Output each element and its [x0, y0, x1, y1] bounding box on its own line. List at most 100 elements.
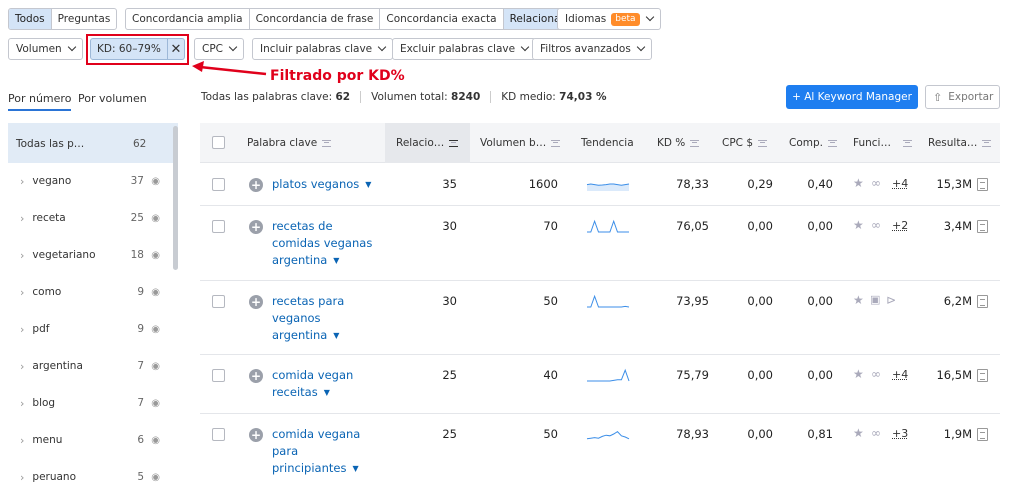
keyword-link[interactable]: comida vegan receitas ▼	[272, 367, 353, 401]
col-results[interactable]: Resulta…	[928, 123, 992, 163]
caret-down-icon[interactable]: ▼	[323, 388, 330, 397]
row-checkbox[interactable]	[212, 295, 225, 308]
sidebar-item[interactable]: › pdf 9 ◉	[8, 311, 176, 347]
star-icon: ★	[853, 176, 864, 190]
serp-document-icon[interactable]	[977, 369, 988, 382]
col-volume[interactable]: Volumen b…	[480, 123, 561, 163]
row-checkbox[interactable]	[212, 428, 225, 441]
tab-todos[interactable]: Todos	[9, 9, 52, 29]
sidebar-item[interactable]: › argentina 7 ◉	[8, 348, 176, 384]
more-features-link[interactable]: +2	[892, 219, 909, 232]
tab-por-numero[interactable]: Por número	[8, 92, 72, 111]
keyword-link[interactable]: recetas para veganos argentina ▼	[272, 293, 344, 344]
export-button[interactable]: ⇧ Exportar	[925, 85, 1000, 109]
plus-icon[interactable]: +	[249, 220, 263, 234]
eye-icon[interactable]: ◉	[151, 323, 160, 335]
more-features-link[interactable]: +3	[892, 427, 909, 440]
sidebar-item[interactable]: › vegano 37 ◉	[8, 163, 176, 199]
kd-filter[interactable]: KD: 60–79% ✕	[90, 38, 185, 60]
eye-icon[interactable]: ◉	[151, 175, 160, 187]
sidebar-scrollbar[interactable]	[173, 126, 178, 270]
eye-icon[interactable]: ◉	[151, 434, 160, 446]
keyword-link[interactable]: platos veganos ▼	[272, 176, 371, 193]
close-icon[interactable]: ✕	[170, 41, 182, 57]
keyword-manager-button[interactable]: + Al Keyword Manager	[786, 85, 918, 109]
kd-highlight-box	[86, 34, 189, 65]
eye-icon[interactable]: ◉	[151, 249, 160, 261]
sidebar-item[interactable]: › como 9 ◉	[8, 274, 176, 310]
tab-por-volumen[interactable]: Por volumen	[78, 92, 147, 105]
keyword-link[interactable]: comida vegana para principiantes ▼	[272, 426, 360, 477]
sidebar-item-count: 18	[130, 249, 144, 261]
sidebar-item[interactable]: › peruano 5 ◉	[8, 459, 176, 495]
sort-icon	[982, 139, 992, 147]
tab-concordancia-exacta[interactable]: Concordancia exacta	[380, 9, 504, 29]
excluir-filter[interactable]: Excluir palabras clave	[392, 38, 537, 60]
col-features[interactable]: Funci…	[853, 123, 912, 163]
col-kd[interactable]: KD %	[657, 123, 700, 163]
plus-icon[interactable]: +	[249, 428, 263, 442]
col-cpc-label: CPC $	[722, 137, 754, 149]
sidebar-item[interactable]: › menu 6 ◉	[8, 422, 176, 458]
filtros-avanzados[interactable]: Filtros avanzados	[532, 38, 652, 60]
chevron-right-icon: ›	[20, 433, 25, 447]
chevron-right-icon: ›	[20, 470, 25, 484]
cell-comp: 0,00	[807, 219, 833, 233]
keyword-line: receitas	[272, 385, 318, 399]
sidebar-item-count: 9	[137, 286, 144, 298]
tab-concordancia-frase[interactable]: Concordancia de frase	[250, 9, 381, 29]
plus-icon[interactable]: +	[249, 178, 263, 192]
eye-icon[interactable]: ◉	[151, 286, 160, 298]
select-all-checkbox[interactable]	[212, 136, 225, 149]
plus-icon[interactable]: +	[249, 295, 263, 309]
tab-preguntas[interactable]: Preguntas	[57, 13, 111, 25]
sidebar-item[interactable]: › receta 25 ◉	[8, 200, 176, 236]
row-checkbox[interactable]	[212, 178, 225, 191]
trend-sparkline	[586, 430, 630, 440]
volumen-filter[interactable]: Volumen	[8, 38, 83, 60]
serp-document-icon[interactable]	[977, 178, 988, 191]
eye-icon[interactable]: ◉	[151, 360, 160, 372]
cell-comp: 0,81	[807, 427, 833, 441]
serp-document-icon[interactable]	[977, 220, 988, 233]
caret-down-icon[interactable]: ▼	[365, 180, 372, 189]
keyword-line: recetas para	[272, 294, 345, 308]
caret-down-icon[interactable]: ▼	[333, 331, 340, 340]
more-features-link[interactable]: +4	[892, 177, 909, 190]
cpc-filter[interactable]: CPC	[194, 38, 244, 60]
col-cpc[interactable]: CPC $	[722, 123, 768, 163]
link-icon: ∞	[871, 218, 881, 232]
sidebar-all[interactable]	[8, 123, 178, 163]
trend-sparkline	[586, 183, 630, 191]
caret-down-icon[interactable]: ▼	[352, 464, 359, 473]
col-relevance[interactable]: Relacio…	[396, 123, 459, 163]
eye-icon[interactable]: ◉	[151, 397, 160, 409]
beta-badge: beta	[611, 12, 640, 26]
eye-icon[interactable]: ◉	[151, 212, 160, 224]
chevron-right-icon: ›	[20, 248, 25, 262]
cpc-label: CPC	[202, 43, 223, 55]
sort-icon	[322, 139, 332, 147]
star-icon: ★	[853, 367, 864, 381]
row-checkbox[interactable]	[212, 220, 225, 233]
plus-icon[interactable]: +	[249, 369, 263, 383]
cell-cpc: 0,00	[747, 219, 773, 233]
cell-kd: 78,93	[676, 427, 709, 441]
sort-icon	[449, 139, 459, 147]
incluir-filter[interactable]: Incluir palabras clave	[252, 38, 394, 60]
col-keyword[interactable]: Palabra clave	[247, 123, 332, 163]
caret-down-icon[interactable]: ▼	[333, 256, 340, 265]
sidebar-item[interactable]: › vegetariano 18 ◉	[8, 237, 176, 273]
serp-document-icon[interactable]	[977, 428, 988, 441]
keyword-link[interactable]: recetas de comidas veganas argentina ▼	[272, 218, 372, 269]
col-comp[interactable]: Comp.	[789, 123, 837, 163]
row-checkbox[interactable]	[212, 369, 225, 382]
sidebar-item[interactable]: › blog 7 ◉	[8, 385, 176, 421]
tab-concordancia-amplia[interactable]: Concordancia amplia	[126, 9, 250, 29]
eye-icon[interactable]: ◉	[151, 471, 160, 483]
serp-document-icon[interactable]	[977, 295, 988, 308]
annotation-arrow-icon	[192, 61, 267, 76]
more-features-link[interactable]: +4	[892, 368, 909, 381]
cell-vol: 1600	[528, 177, 558, 191]
idiomas-dropdown[interactable]: Idiomas beta	[557, 8, 661, 30]
